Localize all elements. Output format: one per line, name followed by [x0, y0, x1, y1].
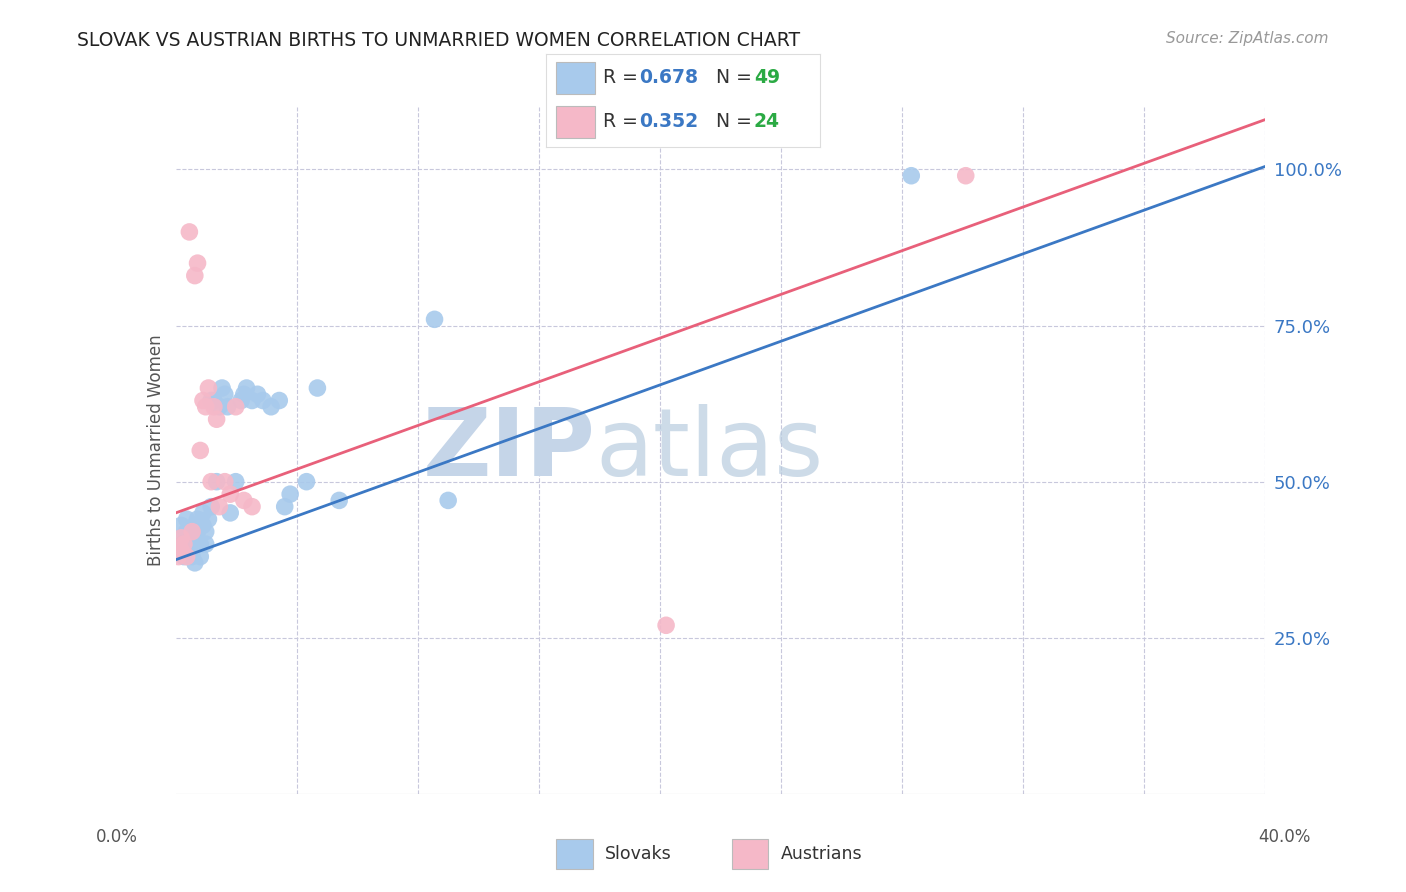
- Austrians: [240, 500, 263, 514]
- Slovaks: [205, 475, 228, 489]
- Slovaks: [217, 400, 239, 414]
- Austrians: [214, 475, 236, 489]
- Text: ZIP: ZIP: [422, 404, 595, 497]
- Slovaks: [232, 387, 254, 401]
- Slovaks: [214, 387, 236, 401]
- Slovaks: [179, 543, 201, 558]
- Text: Slovaks: Slovaks: [605, 845, 672, 863]
- Austrians: [202, 400, 225, 414]
- Slovaks: [278, 487, 301, 501]
- Slovaks: [194, 537, 217, 551]
- Austrians: [179, 225, 201, 239]
- Slovaks: [307, 381, 329, 395]
- Austrians: [205, 412, 228, 426]
- Text: 49: 49: [754, 69, 780, 87]
- Slovaks: [181, 549, 204, 564]
- Austrians: [176, 549, 198, 564]
- Slovaks: [200, 500, 222, 514]
- Austrians: [181, 524, 204, 539]
- Slovaks: [900, 169, 922, 183]
- Slovaks: [194, 524, 217, 539]
- Slovaks: [246, 387, 269, 401]
- Austrians: [184, 268, 207, 283]
- FancyBboxPatch shape: [731, 838, 768, 869]
- Slovaks: [274, 500, 297, 514]
- Austrians: [167, 549, 190, 564]
- Text: 0.352: 0.352: [638, 112, 697, 131]
- Text: R =: R =: [603, 112, 644, 131]
- Text: Austrians: Austrians: [780, 845, 862, 863]
- FancyBboxPatch shape: [557, 106, 595, 138]
- Slovaks: [184, 556, 207, 570]
- Slovaks: [235, 381, 257, 395]
- Slovaks: [184, 531, 207, 545]
- Austrians: [655, 618, 678, 632]
- Austrians: [197, 381, 219, 395]
- Text: atlas: atlas: [595, 404, 824, 497]
- Slovaks: [186, 512, 209, 526]
- Text: 0.678: 0.678: [638, 69, 697, 87]
- Slovaks: [197, 512, 219, 526]
- Text: N =: N =: [716, 112, 758, 131]
- Slovaks: [219, 506, 242, 520]
- Slovaks: [188, 537, 211, 551]
- Slovaks: [181, 537, 204, 551]
- Austrians: [173, 537, 195, 551]
- Text: SLOVAK VS AUSTRIAN BIRTHS TO UNMARRIED WOMEN CORRELATION CHART: SLOVAK VS AUSTRIAN BIRTHS TO UNMARRIED W…: [77, 31, 800, 50]
- Slovaks: [260, 400, 283, 414]
- Text: 40.0%: 40.0%: [1258, 828, 1310, 846]
- Austrians: [208, 500, 231, 514]
- Slovaks: [328, 493, 350, 508]
- Slovaks: [269, 393, 291, 408]
- Austrians: [232, 493, 254, 508]
- Austrians: [188, 443, 211, 458]
- Austrians: [191, 393, 214, 408]
- Slovaks: [231, 393, 253, 408]
- Slovaks: [188, 549, 211, 564]
- Slovaks: [200, 393, 222, 408]
- Austrians: [955, 169, 977, 183]
- Slovaks: [176, 512, 198, 526]
- Y-axis label: Births to Unmarried Women: Births to Unmarried Women: [146, 334, 165, 566]
- Slovaks: [179, 531, 201, 545]
- Austrians: [170, 543, 193, 558]
- Slovaks: [202, 393, 225, 408]
- Slovaks: [423, 312, 446, 326]
- Austrians: [170, 531, 193, 545]
- Slovaks: [252, 393, 274, 408]
- Slovaks: [437, 493, 460, 508]
- Slovaks: [295, 475, 318, 489]
- Austrians: [225, 400, 247, 414]
- FancyBboxPatch shape: [557, 62, 595, 94]
- Text: 0.0%: 0.0%: [96, 828, 138, 846]
- Slovaks: [176, 524, 198, 539]
- Slovaks: [173, 537, 195, 551]
- Austrians: [219, 487, 242, 501]
- Slovaks: [225, 475, 247, 489]
- Slovaks: [184, 518, 207, 533]
- Slovaks: [191, 518, 214, 533]
- Text: 24: 24: [754, 112, 780, 131]
- Austrians: [186, 256, 209, 270]
- Text: Source: ZipAtlas.com: Source: ZipAtlas.com: [1166, 31, 1329, 46]
- Austrians: [200, 475, 222, 489]
- Slovaks: [211, 381, 233, 395]
- Slovaks: [191, 506, 214, 520]
- Slovaks: [167, 543, 190, 558]
- Slovaks: [208, 400, 231, 414]
- FancyBboxPatch shape: [557, 838, 593, 869]
- Slovaks: [240, 393, 263, 408]
- Slovaks: [170, 518, 193, 533]
- Austrians: [194, 400, 217, 414]
- Slovaks: [186, 524, 209, 539]
- Slovaks: [173, 549, 195, 564]
- Slovaks: [170, 531, 193, 545]
- Text: R =: R =: [603, 69, 644, 87]
- Text: N =: N =: [716, 69, 758, 87]
